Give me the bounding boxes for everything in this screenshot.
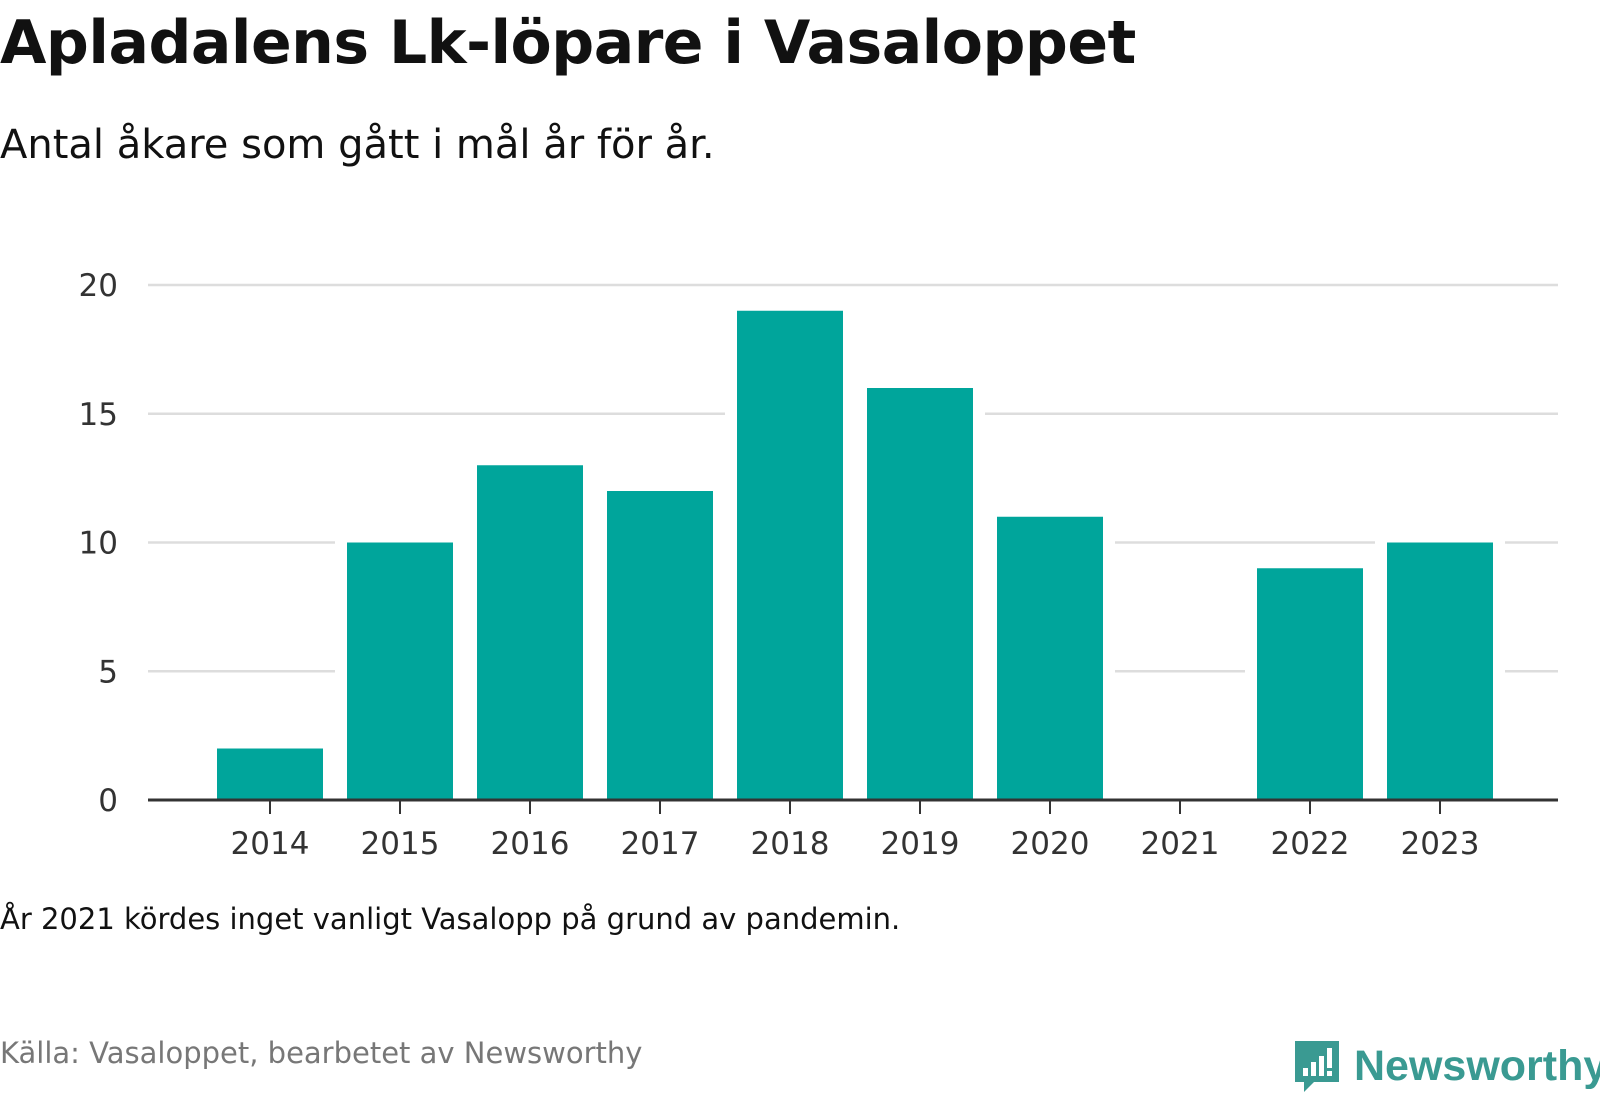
chart-title: Apladalens Lk-löpare i Vasaloppet	[0, 8, 1136, 78]
y-tick-label-10: 10	[79, 526, 118, 562]
y-tick-label-15: 15	[79, 397, 118, 433]
bar-2020	[997, 516, 1103, 800]
y-tick-label-0: 0	[98, 783, 118, 819]
bar-2014	[217, 748, 323, 800]
bar-2016	[477, 465, 583, 800]
chart-subtitle: Antal åkare som gått i mål år för år.	[0, 122, 715, 168]
bar-2023	[1387, 542, 1493, 800]
y-tick-label-5: 5	[98, 654, 118, 690]
x-tick-label-2019: 2019	[881, 826, 960, 862]
brand-logo: Newsworthy	[1292, 1038, 1600, 1094]
bar-2017	[607, 491, 713, 800]
x-tick-label-2022: 2022	[1271, 826, 1350, 862]
y-tick-label-20: 20	[79, 268, 118, 304]
x-tick-label-2018: 2018	[751, 826, 830, 862]
bar-gap-2021	[1115, 794, 1245, 800]
bars	[205, 304, 1505, 800]
bar-2018	[737, 310, 843, 800]
x-tick-label-2015: 2015	[361, 826, 440, 862]
x-tick-label-2021: 2021	[1141, 826, 1220, 862]
bar-2019	[867, 388, 973, 800]
bar-2022	[1257, 568, 1363, 800]
chart-note: År 2021 kördes inget vanligt Vasalopp på…	[0, 902, 901, 936]
source-text: Källa: Vasaloppet, bearbetet av Newswort…	[0, 1036, 643, 1070]
brand-name: Newsworthy	[1354, 1041, 1600, 1090]
bar-2015	[347, 542, 453, 800]
x-axis-ticks: 2014 2015 2016 2017 2018 2019 2020 2021 2022 2023	[231, 826, 1480, 862]
x-tick-label-2020: 2020	[1011, 826, 1090, 862]
newsworthy-logo-icon	[1295, 1041, 1339, 1092]
x-tick-label-2017: 2017	[621, 826, 700, 862]
bar-chart: 0 5 10 15 20 2014 2015 2016 2017 2018 2019 2020 202…	[79, 268, 1558, 862]
x-tick-label-2016: 2016	[491, 826, 570, 862]
x-tick-label-2014: 2014	[231, 826, 310, 862]
x-tick-label-2023: 2023	[1401, 826, 1480, 862]
y-axis-ticks: 0 5 10 15 20	[79, 268, 118, 819]
x-axis	[148, 798, 1558, 814]
